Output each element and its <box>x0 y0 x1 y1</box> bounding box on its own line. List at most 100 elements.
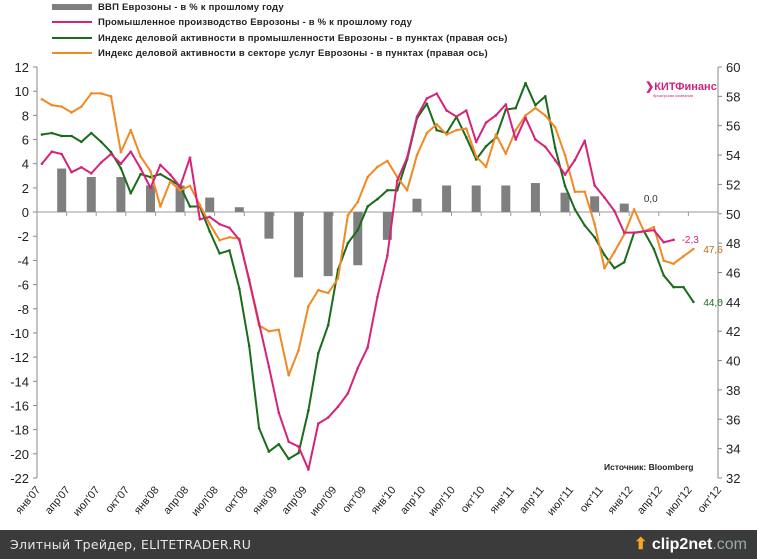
gdp-bar <box>619 203 629 213</box>
services-point <box>119 150 123 154</box>
source-note: Источник: Bloomberg <box>604 462 694 472</box>
manufacturing-point <box>514 106 517 110</box>
logo-subtitle: брокерская компания <box>653 93 694 98</box>
clip2net-logo[interactable]: ⬆ clip2net.com <box>634 536 747 553</box>
gdp-bar <box>471 185 481 213</box>
ip-point <box>178 185 182 188</box>
ip-point <box>316 422 320 425</box>
services-point <box>613 250 616 254</box>
manufacturing-point <box>89 131 93 135</box>
services-point <box>70 111 73 114</box>
ip-point <box>257 321 261 325</box>
ip-point <box>326 416 330 419</box>
ip-point <box>366 346 369 349</box>
services-point <box>129 128 133 132</box>
legend-swatch-services <box>52 52 92 54</box>
manufacturing-point <box>247 344 251 348</box>
ip-point <box>642 230 646 233</box>
gdp-bar <box>590 196 600 213</box>
ip-point <box>40 162 44 166</box>
manufacturing-point <box>356 228 360 232</box>
logo-name: КИТФинанс <box>654 81 717 93</box>
manufacturing-point <box>139 172 142 176</box>
left-axis-tick-label: 10 <box>15 84 29 99</box>
ip-point <box>287 440 290 444</box>
services-point <box>109 95 113 98</box>
services-point <box>405 189 409 192</box>
services-point <box>593 222 596 226</box>
gdp-bar <box>175 185 185 213</box>
x-axis-tick-label: окт'07 <box>103 484 132 515</box>
x-axis-tick-label: окт'09 <box>340 484 369 515</box>
manufacturing-point <box>40 133 44 136</box>
services-point <box>504 152 508 155</box>
services-point <box>553 125 557 129</box>
manufacturing-point <box>484 144 488 148</box>
left-axis-tick-label: -10 <box>10 326 29 341</box>
services-point <box>543 114 547 117</box>
x-axis-tick-label: апр'09 <box>280 484 310 517</box>
services-point <box>287 373 290 377</box>
ip-point <box>553 158 557 162</box>
x-axis-tick-label: апр'07 <box>43 484 73 517</box>
gdp-bar <box>234 207 244 213</box>
legend-label-ip: Промышленное производство Еврозоны - в %… <box>98 16 413 28</box>
services-point <box>672 262 675 265</box>
ip-point <box>277 411 281 415</box>
ip-point <box>247 278 251 282</box>
ip-point <box>534 138 537 141</box>
x-axis-tick-label: окт'08 <box>222 484 251 515</box>
chart: 121086420-2-4-6-8-10-12-14-16-18-20-2260… <box>10 60 740 519</box>
services-point <box>218 238 221 242</box>
manufacturing-point <box>583 224 587 227</box>
left-axis-tick-label: 2 <box>22 181 29 196</box>
services-point <box>50 103 54 107</box>
left-axis-tick-label: -4 <box>17 253 29 268</box>
manufacturing-point <box>307 409 310 412</box>
right-axis-tick-label: 50 <box>726 207 740 222</box>
services-point <box>336 277 340 280</box>
x-axis-tick-label: июл'11 <box>545 484 576 518</box>
right-axis-tick-label: 52 <box>726 177 740 192</box>
x-axis-tick-label: янв'09 <box>250 484 280 516</box>
ip-point <box>573 158 577 162</box>
manufacturing-point <box>662 274 666 277</box>
services-last-label: 47,6 <box>703 245 723 256</box>
gdp-last-label: 0,0 <box>644 194 658 205</box>
services-point <box>632 208 636 211</box>
x-axis-tick-label: июл'10 <box>426 484 458 518</box>
manufacturing-point <box>386 189 389 192</box>
manufacturing-point <box>159 172 162 176</box>
manufacturing-point <box>692 300 695 304</box>
manufacturing-point <box>573 208 577 211</box>
ip-point <box>168 173 172 176</box>
ip-point <box>652 228 656 232</box>
manufacturing-point <box>70 134 73 138</box>
services-point <box>425 131 429 135</box>
manufacturing-point <box>287 457 290 461</box>
ip-point <box>198 218 202 221</box>
gdp-bar <box>294 212 304 278</box>
gdp-bar <box>501 185 511 213</box>
ip-point <box>514 138 517 141</box>
services-point <box>573 190 577 194</box>
services-point <box>188 184 192 188</box>
left-axis-tick-label: 8 <box>22 108 29 123</box>
gdp-bar <box>86 177 96 213</box>
ip-point <box>455 115 458 118</box>
legend-item-services: Индекс деловой активности в секторе услу… <box>52 46 488 60</box>
manufacturing-point <box>208 230 212 233</box>
manufacturing-point <box>188 205 192 208</box>
left-axis-tick-label: 12 <box>15 60 29 75</box>
gdp-bar <box>442 185 452 213</box>
manufacturing-point <box>366 205 369 208</box>
legend-item-manufacturing: Индекс деловой активности в промышленнос… <box>52 31 508 45</box>
left-axis-tick-label: -2 <box>17 229 29 244</box>
services-point <box>386 159 389 163</box>
manufacturing-point <box>613 266 616 270</box>
manufacturing-point <box>553 146 557 150</box>
x-axis-tick-label: июл'12 <box>663 484 695 518</box>
manufacturing-point <box>129 191 133 195</box>
x-axis-tick-label: янв'10 <box>369 484 399 516</box>
x-axis-tick-label: окт'10 <box>459 484 488 515</box>
